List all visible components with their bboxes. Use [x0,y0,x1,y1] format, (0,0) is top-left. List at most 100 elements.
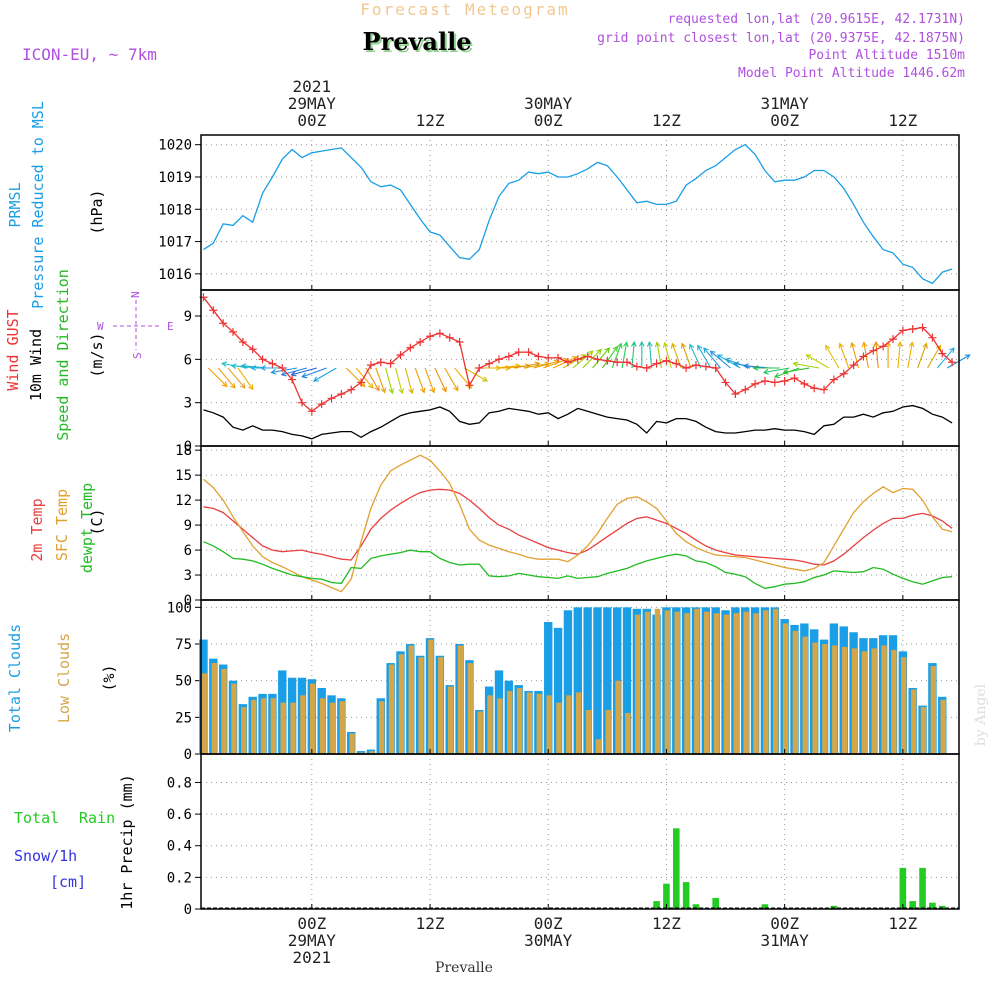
low-cloud-bar [556,702,562,754]
low-cloud-bar [339,701,345,754]
low-cloud-bar [733,613,739,754]
low-cloud-bar [822,644,828,754]
low-cloud-bar [802,636,808,754]
wind-arrow [851,342,860,369]
low-cloud-bar [378,701,385,754]
gust-marker [790,374,799,383]
panel-label: PRMSL [6,182,24,227]
series-line [203,143,953,285]
wind-arrow-head [873,340,880,347]
ytick-label: 0 [184,902,192,918]
low-cloud-bar [674,611,680,754]
wind-arrow-head [964,354,971,360]
low-cloud-bar [723,614,730,754]
rain-bar [663,883,670,909]
gust-marker [248,345,257,354]
compass-e: E [167,320,174,333]
low-cloud-bar [575,692,582,754]
gust-marker [652,359,661,368]
gust-marker [770,378,779,387]
gust-marker [662,356,671,365]
wind-arrow [793,362,820,369]
wind-arrow [404,367,413,394]
wind-arrow [355,367,374,389]
low-cloud-bar [684,613,690,754]
low-cloud-bar [566,695,572,754]
gust-marker [317,400,326,409]
ytick-label: 100 [167,600,192,616]
wind-arrow-head [240,363,247,369]
rain-bar [672,828,680,909]
rain-bar [899,867,907,909]
ytick-label: 3 [184,568,192,584]
gust-marker [258,355,267,364]
low-cloud-bar [516,688,523,754]
gust-marker [327,394,336,403]
wind-arrow [237,367,254,390]
low-cloud-bar [428,639,434,754]
rain-bar [909,901,917,909]
wind-arrow-head [623,341,629,348]
low-cloud-bar [319,698,326,754]
low-cloud-bar [300,695,306,754]
wind-arrow [703,347,722,369]
gust-marker [938,349,947,358]
top-time-label: 12Z [416,111,445,130]
total-cloud-bar [573,607,582,754]
wind-arrow [562,354,586,369]
low-cloud-bar [231,683,237,754]
gust-marker [928,333,937,342]
wind-arrow [825,345,840,369]
wind-arrow [601,346,618,369]
panel-label: dewpt Temp [78,483,96,573]
rain-bar [692,904,700,909]
wind-arrow-head [604,347,611,354]
bottom-time-label: 12Z [888,914,917,933]
gust-marker [613,358,622,367]
low-cloud-bar [635,614,641,754]
low-cloud-bar [920,707,927,754]
wind-arrow [656,342,663,369]
gust-marker [445,333,454,342]
gust-marker [780,377,789,385]
wind-arrow [424,367,435,393]
wind-arrow [434,367,447,392]
wind-arrow [365,367,380,391]
wind-arrow [582,349,602,369]
top-time-label: 12Z [888,111,917,130]
gust-marker [219,319,228,328]
top-time-label: 12Z [652,111,681,130]
wind-arrow-head [596,348,602,355]
panel-frame [200,445,960,601]
low-cloud-bar [438,657,444,754]
wind-arrow-head [239,382,246,389]
ytick-label: 3 [184,396,192,412]
low-cloud-bar [211,663,217,754]
wind-arrow [839,343,850,369]
compass-s: S [131,352,144,359]
gust-marker [721,378,730,387]
wind-arrow-head [380,387,387,394]
wind-arrow-head [697,344,703,351]
wind-arrow [533,360,559,369]
wind-arrow [345,367,366,387]
total-cloud-bar [612,607,622,754]
gust-marker [554,353,563,362]
credit: by Angel [973,683,989,746]
gust-marker [307,407,316,416]
wind-arrow-head [861,341,868,348]
rain-bar [761,904,769,909]
low-cloud-bar [615,680,621,754]
low-cloud-bar [369,751,375,754]
low-cloud-bar [694,608,700,754]
low-cloud-bar [241,707,247,754]
wind-arrow-head [654,341,661,348]
low-cloud-bar [487,695,493,754]
panel-label: Total Clouds [6,624,24,732]
wind-arrow [621,342,628,369]
ytick-label: 0.6 [167,807,192,823]
wind-arrow [917,343,928,369]
bottom-time-label: 00Z [770,914,799,933]
wind-arrow-head [773,372,781,379]
